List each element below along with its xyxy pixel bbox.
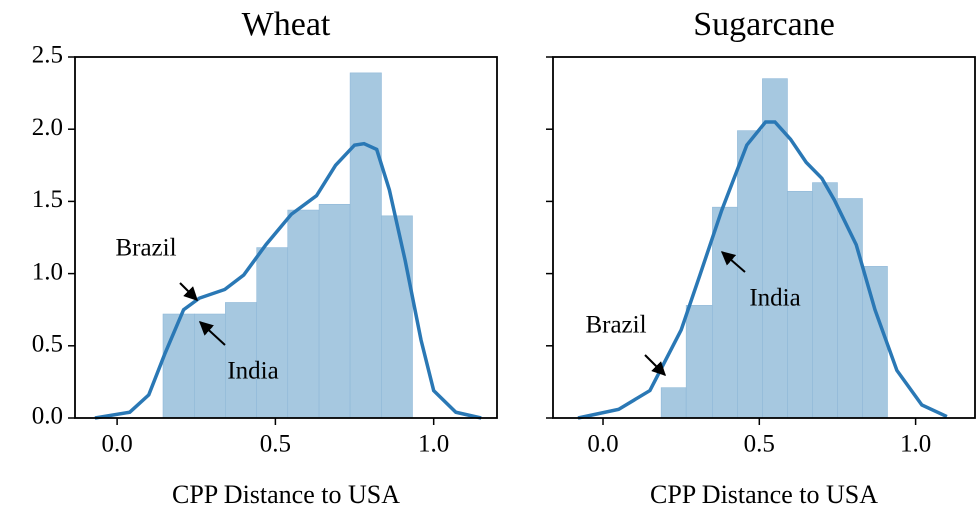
x-tick-label: 0.5: [744, 431, 775, 458]
annotation-arrow: [720, 251, 746, 273]
bar: [225, 302, 258, 419]
annotation: Brazil: [115, 235, 176, 262]
annotation-arrow: [644, 354, 666, 376]
bar: [256, 247, 289, 419]
annotation-arrow: [179, 282, 198, 301]
y-tick-label: 1.5: [32, 186, 63, 213]
bar: [862, 266, 888, 419]
bar: [685, 305, 713, 419]
kde-line: [94, 141, 482, 420]
bar: [712, 206, 738, 419]
chart-title: Sugarcane: [693, 6, 835, 43]
x-tick-label: 0.0: [101, 431, 132, 458]
y-tick-label: 2.5: [32, 42, 63, 69]
x-axis-label: CPP Distance to USA: [172, 480, 400, 509]
y-tick-label: 0.0: [32, 403, 63, 430]
x-tick-label: 1.0: [900, 431, 931, 458]
bar: [162, 313, 195, 419]
bar: [318, 203, 351, 419]
axes-frame: [74, 56, 498, 419]
bar: [287, 209, 320, 419]
axes-frame: [552, 56, 976, 419]
x-axis-label: CPP Distance to USA: [650, 480, 878, 509]
bar: [381, 215, 413, 419]
y-tick-label: 0.5: [32, 331, 63, 358]
chart-title: Wheat: [242, 6, 331, 43]
bar: [660, 387, 687, 419]
x-tick-label: 0.0: [587, 431, 618, 458]
kde-line: [577, 120, 948, 420]
x-tick-label: 0.5: [260, 431, 291, 458]
bar: [812, 182, 838, 419]
annotation: Brazil: [585, 312, 646, 339]
bar: [194, 313, 226, 419]
bar: [349, 72, 382, 419]
annotation-arrow: [198, 321, 226, 346]
bar: [737, 130, 763, 419]
y-tick-label: 2.0: [32, 114, 63, 141]
y-tick-label: 1.0: [32, 258, 63, 285]
annotation: India: [227, 358, 278, 385]
annotation: India: [749, 285, 800, 312]
x-tick-label: 1.0: [418, 431, 449, 458]
